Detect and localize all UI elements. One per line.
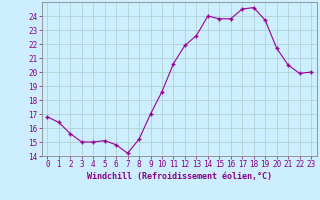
X-axis label: Windchill (Refroidissement éolien,°C): Windchill (Refroidissement éolien,°C)	[87, 172, 272, 181]
